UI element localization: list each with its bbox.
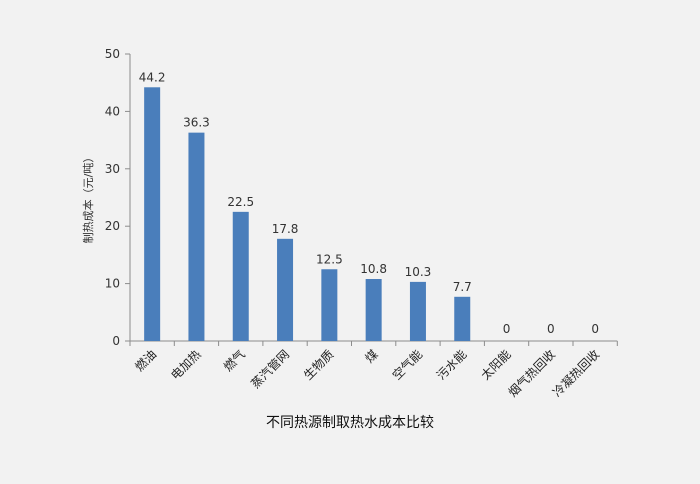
category-label: 太阳能 [478,347,514,383]
value-label: 44.2 [139,70,166,84]
bar [454,296,471,341]
y-tick-label: 20 [105,219,120,233]
bar [365,279,382,341]
y-tick-label: 30 [105,162,120,176]
category-label: 空气能 [389,347,425,383]
value-label: 10.3 [405,265,432,279]
category-label: 冷凝热回收 [549,347,602,400]
bar [188,132,205,341]
y-tick-label: 50 [105,47,120,61]
bar [144,87,161,342]
value-label: 22.5 [227,195,254,209]
value-label: 17.8 [272,222,299,236]
category-label: 烟气热回收 [505,347,558,400]
value-label: 12.5 [316,252,343,266]
value-label: 10.8 [360,262,387,276]
value-label: 7.7 [453,280,472,294]
category-label: 蒸汽管网 [248,347,293,392]
bar [232,211,249,341]
value-label: 0 [591,322,599,336]
y-tick-label: 10 [105,277,120,291]
chart-title: 不同热源制取热水成本比较 [266,415,434,431]
category-label: 生物质 [301,347,336,382]
category-label: 燃气 [220,347,248,375]
category-label: 煤 [362,347,380,365]
bar [409,281,426,341]
y-tick-label: 40 [105,104,120,118]
value-label: 0 [547,322,555,336]
y-tick-label: 0 [112,334,120,348]
category-label: 电加热 [168,347,203,382]
category-label: 污水能 [434,347,469,382]
bar [277,238,294,341]
bar [321,269,338,341]
y-axis-title: 制热成本（元/吨） [81,152,95,244]
category-label: 燃油 [132,347,160,375]
value-label: 36.3 [183,116,210,130]
value-label: 0 [503,322,511,336]
